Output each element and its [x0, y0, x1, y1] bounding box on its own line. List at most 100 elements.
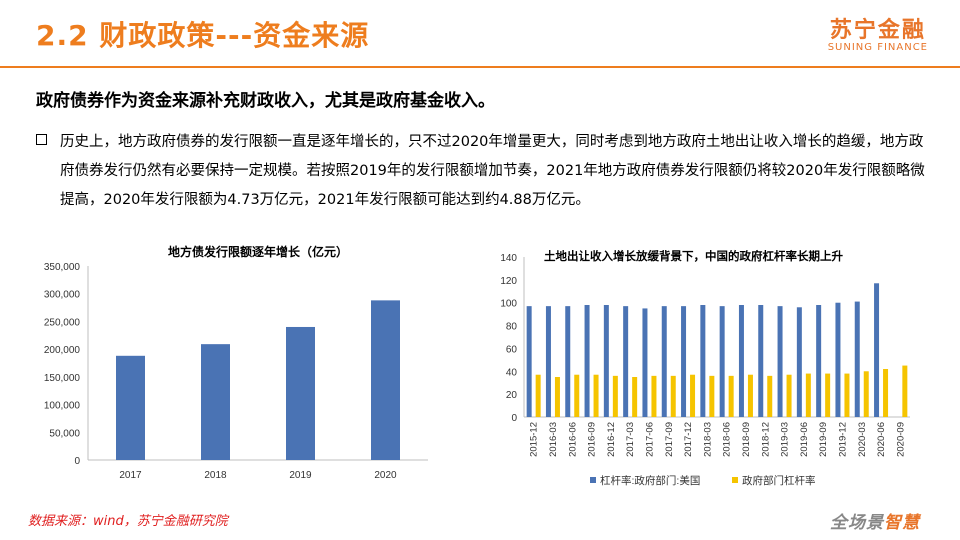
- y-tick-label: 100,000: [44, 401, 81, 412]
- legend-swatch: [732, 477, 738, 483]
- legend-swatch: [590, 477, 596, 483]
- x-tick-label: 2016-06: [567, 422, 578, 457]
- brand-name-cn: 苏宁金融: [829, 18, 926, 43]
- legend-label: 政府部门杠杆率: [742, 474, 816, 487]
- x-tick-label: 2018-09: [741, 422, 752, 457]
- bar: [719, 306, 725, 417]
- x-tick-label: 2017-09: [664, 422, 675, 457]
- bar: [883, 369, 889, 417]
- bar: [651, 375, 657, 417]
- bar: [747, 374, 753, 417]
- x-tick-label: 2020-09: [895, 422, 906, 457]
- bar: [777, 306, 783, 417]
- bar: [661, 306, 667, 417]
- chart-title: 土地出让收入增长放缓背景下，中国的政府杠杆率长期上升: [544, 249, 843, 263]
- y-tick-label: 300,000: [44, 290, 81, 301]
- bar: [825, 373, 831, 417]
- bar: [863, 371, 869, 417]
- x-tick-label: 2017-06: [644, 422, 655, 457]
- x-tick-label: 2016-09: [587, 422, 598, 457]
- bar: [201, 344, 230, 460]
- x-tick-label: 2016-12: [606, 422, 617, 457]
- bar: [535, 374, 541, 417]
- y-tick-label: 250,000: [44, 317, 81, 328]
- slide-title: 2.2 财政政策---资金来源: [36, 19, 370, 52]
- x-tick-label: 2020: [374, 470, 397, 481]
- chart-bond-quota-svg: 地方债发行限额逐年增长（亿元） 0 50,000 100,000 150,000 200,…: [44, 244, 428, 481]
- x-tick-label: 2018-06: [722, 422, 733, 457]
- bullet-square-icon: [36, 134, 47, 145]
- y-tick-label: 80: [506, 322, 518, 333]
- bar: [545, 306, 551, 417]
- chart-title: 地方债发行限额逐年增长（亿元）: [168, 244, 348, 259]
- x-tick-label: 2017-03: [625, 422, 636, 457]
- chart-gov-leverage: 土地出让收入增长放缓背景下，中国的政府杠杆率长期上升 0 20 40 60 80 100 12…: [486, 240, 926, 502]
- bar: [835, 302, 841, 417]
- x-tick-label: 2017: [119, 470, 142, 481]
- x-tick-label: 2020-03: [857, 422, 868, 457]
- body-paragraph: 历史上，地方政府债券的发行限额一直是逐年增长的，只不过2020年增量更大，同时考…: [60, 134, 925, 208]
- slogan-part-a: 全场景: [830, 513, 884, 533]
- x-tick-label: 2018-03: [702, 422, 713, 457]
- bar: [738, 305, 744, 417]
- title-divider: [0, 66, 960, 68]
- x-tick-label: 2019-06: [799, 422, 810, 457]
- chart-gov-leverage-svg: 土地出让收入增长放缓背景下，中国的政府杠杆率长期上升 0 20 40 60 80 100 12…: [500, 249, 910, 487]
- x-tick-label: 2020-06: [876, 422, 887, 457]
- y-tick-label: 60: [506, 344, 518, 355]
- bar: [796, 307, 802, 417]
- y-tick-label: 100: [500, 299, 517, 310]
- bar: [690, 374, 696, 417]
- x-tick-label: 2018-12: [760, 422, 771, 457]
- bar: [670, 375, 676, 417]
- bar: [593, 374, 599, 417]
- bar: [854, 301, 860, 417]
- y-tick-label: 40: [506, 367, 518, 378]
- slogan: 全场景智慧: [830, 508, 920, 533]
- slide-subtitle: 政府债券作为资金来源补充财政收入，尤其是政府基金收入。: [36, 91, 495, 111]
- bar: [874, 283, 880, 417]
- bar: [603, 305, 609, 417]
- bar: [728, 375, 734, 417]
- bar: [700, 305, 706, 417]
- bar: [554, 377, 560, 417]
- chart-bond-quota: 地方债发行限额逐年增长（亿元） 0 50,000 100,000 150,000 200,…: [36, 240, 436, 490]
- bar: [632, 377, 638, 417]
- x-tick-label: 2015-12: [529, 422, 540, 457]
- bar: [805, 373, 811, 417]
- y-tick-label: 350,000: [44, 262, 81, 273]
- y-tick-label: 120: [500, 276, 517, 287]
- bar: [642, 308, 648, 417]
- x-tick-label: 2019-03: [780, 422, 791, 457]
- bar: [709, 375, 715, 417]
- bar: [286, 326, 315, 460]
- data-source: 数据来源：wind，苏宁金融研究院: [28, 514, 228, 529]
- bar: [844, 373, 850, 417]
- y-tick-label: 20: [506, 390, 518, 401]
- y-tick-label: 0: [74, 456, 80, 467]
- bar: [574, 374, 580, 417]
- x-tick-label: 2017-12: [683, 422, 694, 457]
- bar: [681, 306, 687, 417]
- x-tick-label: 2019: [289, 470, 312, 481]
- y-tick-label: 140: [500, 253, 517, 264]
- bar: [371, 300, 400, 460]
- bar: [526, 306, 532, 417]
- y-tick-label: 0: [511, 413, 517, 424]
- bar: [565, 306, 571, 417]
- bar: [623, 306, 629, 417]
- bar: [816, 305, 822, 417]
- bar: [612, 375, 618, 417]
- bar: [767, 375, 773, 417]
- x-tick-label: 2019-12: [837, 422, 848, 457]
- slogan-part-b: 智慧: [884, 513, 920, 533]
- bar: [116, 355, 145, 460]
- y-tick-label: 150,000: [44, 373, 81, 384]
- legend-label: 杠杆率:政府部门:美国: [600, 474, 700, 487]
- y-tick-label: 200,000: [44, 345, 81, 356]
- x-tick-label: 2018: [204, 470, 227, 481]
- brand-logo: 苏宁金融 SUNING FINANCE: [828, 12, 928, 53]
- bar: [758, 305, 764, 417]
- brand-name-en: SUNING FINANCE: [827, 42, 928, 53]
- bar: [786, 374, 792, 417]
